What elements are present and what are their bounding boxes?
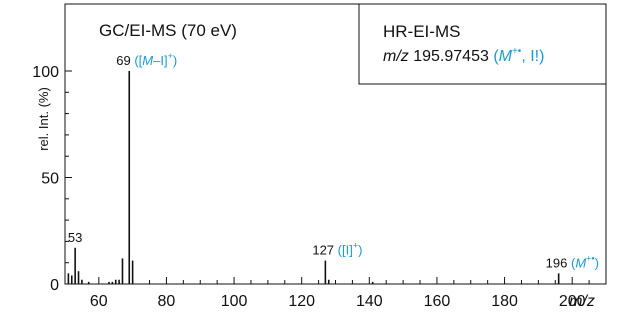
hr-ei-ms-box: HR-EI-MS m/z 195.97453 (M+•, I!) <box>358 3 607 85</box>
ion-text: ([ <box>131 53 143 68</box>
y-tick-label: 50 <box>41 171 59 188</box>
hr-text-part: M <box>499 48 513 65</box>
hr-box-title: HR-EI-MS <box>383 22 460 41</box>
peak-label: 69 ([M–I]+) <box>116 51 177 68</box>
peak-label: 196 (M+•) <box>546 253 599 270</box>
chart-title: GC/EI-MS (70 eV) <box>99 21 237 40</box>
x-axis-label: m/z <box>569 293 595 310</box>
ion-charge: + <box>353 241 358 251</box>
hr-text-part: 195.97453 <box>409 48 494 65</box>
ion-text: –I] <box>153 53 167 68</box>
x-tick-label: 180 <box>491 293 518 310</box>
peak-mz: 53 <box>68 230 82 245</box>
ion-close: ) <box>173 53 177 68</box>
peak-mz: 127 <box>312 243 334 258</box>
hr-box-border <box>358 3 607 85</box>
peak-label: 53 <box>68 230 82 245</box>
x-tick-label: 80 <box>158 293 176 310</box>
y-axis-label: rel. Int. (%) <box>36 87 51 151</box>
hr-text-part: ( <box>493 48 499 65</box>
peak-mz: 69 <box>116 53 130 68</box>
ion-text: M <box>142 53 153 68</box>
ion-close: ) <box>358 243 362 258</box>
hr-text-part: m/z <box>383 48 409 65</box>
x-tick-label: 140 <box>356 293 383 310</box>
peak-label: 127 ([I]+) <box>312 241 362 258</box>
x-tick-label: 100 <box>221 293 248 310</box>
hr-suffix: , I!) <box>521 48 544 65</box>
ion-text: ( <box>567 255 576 270</box>
y-tick-label: 0 <box>50 277 59 294</box>
x-tick-label: 200 <box>559 293 586 310</box>
y-tick-label: 100 <box>32 64 59 81</box>
ion-charge: +• <box>586 253 594 263</box>
x-tick-label: 160 <box>424 293 451 310</box>
ion-charge: + <box>168 51 173 61</box>
hr-box-mz-line: m/z 195.97453 (M+•, I!) <box>383 46 544 65</box>
x-tick-label: 120 <box>288 293 315 310</box>
peak-mz: 196 <box>546 255 568 270</box>
ion-text: ([I] <box>334 243 353 258</box>
ion-text: M <box>575 255 586 270</box>
ion-close: ) <box>595 255 599 270</box>
x-tick-label: 60 <box>90 293 108 310</box>
hr-charge: +• <box>512 46 522 57</box>
